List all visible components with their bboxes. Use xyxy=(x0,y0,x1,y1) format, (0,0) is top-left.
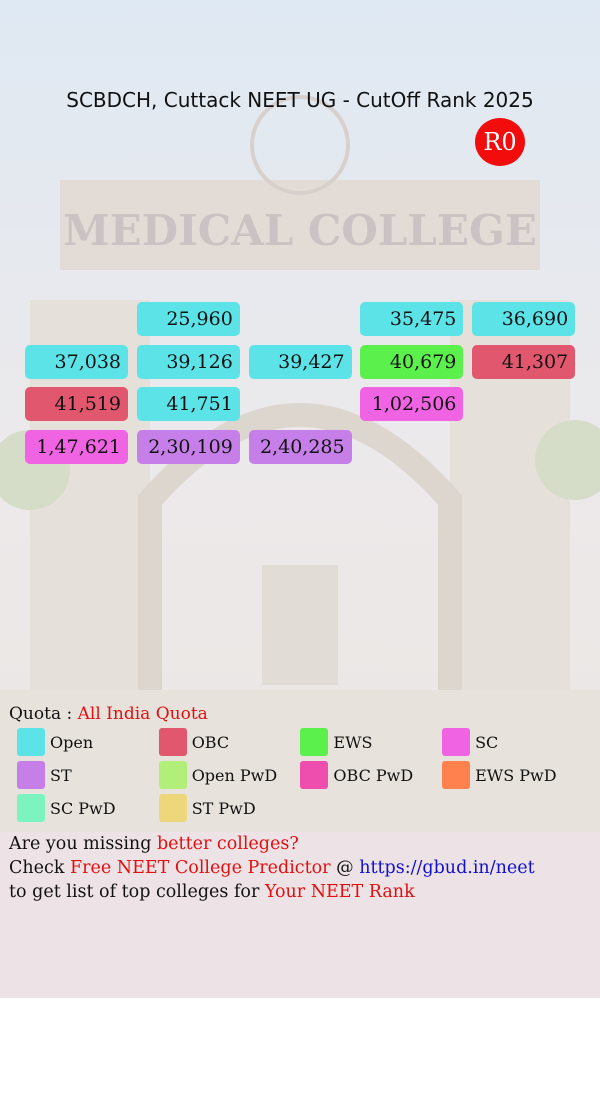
legend-swatch xyxy=(17,761,45,789)
footer-line: to get list of top colleges for Your NEE… xyxy=(9,882,415,902)
rank-cell: 41,307 xyxy=(472,344,576,379)
rank-cell: 36,690 xyxy=(472,302,576,336)
legend-label: ST PwD xyxy=(191,799,256,818)
footer-text: Your NEET Rank xyxy=(264,882,415,902)
rank-cell: 41,519 xyxy=(25,387,128,422)
legend-label: ST xyxy=(50,766,72,785)
legend-item: ST PwD xyxy=(158,794,294,824)
legend-item: SC PwD xyxy=(17,794,152,824)
legend-label: SC xyxy=(475,733,499,752)
rank-cell: 39,427 xyxy=(248,344,352,379)
legend-swatch xyxy=(17,794,45,822)
footer-line: Check Free NEET College Predictor @ http… xyxy=(9,858,535,878)
quota-label: Quota : xyxy=(9,704,73,724)
legend-swatch xyxy=(442,728,471,756)
rank-cell: 1,47,621 xyxy=(25,430,128,465)
footer-text: https://gbud.in/neet xyxy=(359,858,535,878)
legend-label: EWS PwD xyxy=(475,766,557,785)
legend-item: EWS xyxy=(300,728,435,758)
footer-text: Check xyxy=(9,858,65,878)
rank-cell: 37,038 xyxy=(25,344,128,379)
rank-cell: 25,960 xyxy=(136,302,240,336)
quota-value: All India Quota xyxy=(77,704,208,724)
rank-cell: 2,40,285 xyxy=(248,430,352,465)
legend-label: OBC xyxy=(191,733,230,752)
rank-cell: 2,30,109 xyxy=(136,430,240,465)
legend-swatch xyxy=(158,761,187,789)
legend-swatch xyxy=(300,761,329,789)
svg-text:MEDICAL COLLEGE: MEDICAL COLLEGE xyxy=(63,206,537,255)
rank-cell: 40,679 xyxy=(360,344,464,379)
round-badge: R0 xyxy=(475,118,525,166)
legend-item: SC xyxy=(442,728,577,758)
legend-label: SC PwD xyxy=(50,799,116,818)
rank-cell: 1,02,506 xyxy=(360,387,464,422)
legend-item: Open PwD xyxy=(158,761,294,791)
footer-line: Are you missing better colleges? xyxy=(9,834,299,854)
rank-cell: 39,126 xyxy=(136,344,240,379)
footer-text: better colleges? xyxy=(156,834,299,854)
legend-swatch xyxy=(158,728,187,756)
rank-cell: 41,751 xyxy=(136,387,240,422)
title: SCBDCH, Cuttack NEET UG - CutOff Rank 20… xyxy=(66,88,534,112)
legend-swatch xyxy=(442,761,471,789)
legend-label: Open PwD xyxy=(191,766,278,785)
legend-label: Open xyxy=(50,733,94,752)
footer-text: Are you missing xyxy=(9,834,152,854)
footer-text: @ xyxy=(336,858,354,878)
legend-item: OBC xyxy=(158,728,294,758)
footer-text: Free NEET College Predictor xyxy=(70,858,331,878)
rank-cell: 35,475 xyxy=(360,302,464,336)
footer-text: to get list of top colleges for xyxy=(9,882,260,902)
legend-label: EWS xyxy=(333,733,373,752)
legend-swatch xyxy=(300,728,329,756)
legend-item: EWS PwD xyxy=(442,761,577,791)
legend-item: ST xyxy=(17,761,152,791)
legend-swatch xyxy=(158,794,187,822)
quota-line: Quota : All India Quota xyxy=(9,704,208,724)
legend-item: OBC PwD xyxy=(300,761,435,791)
legend-swatch xyxy=(17,728,45,756)
legend-item: Open xyxy=(17,728,152,758)
footer: Are you missing better colleges? Check Fr… xyxy=(0,832,600,998)
legend-label: OBC PwD xyxy=(333,766,414,785)
